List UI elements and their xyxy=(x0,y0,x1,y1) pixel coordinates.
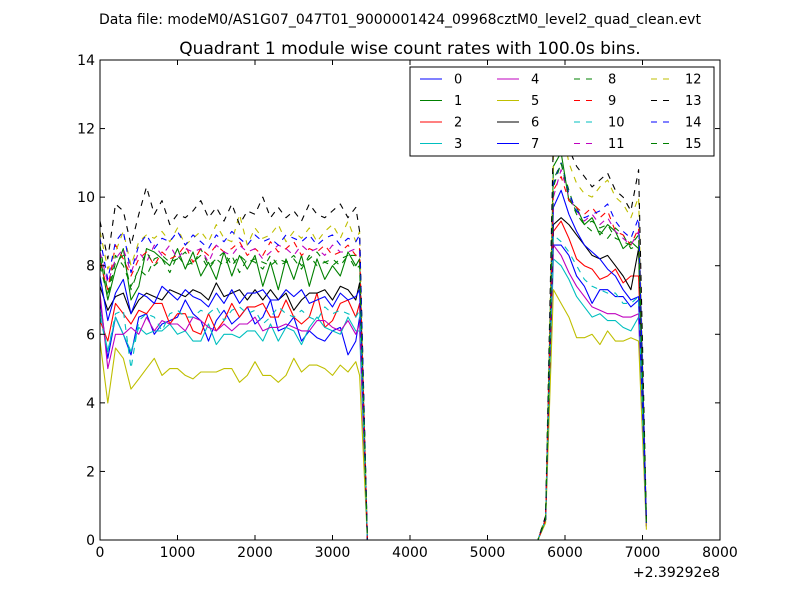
x-tick-label: 8000 xyxy=(702,545,738,561)
series-line-7 xyxy=(99,189,647,541)
x-offset-label: +2.39292e8 xyxy=(633,565,720,581)
legend-label-11: 11 xyxy=(608,137,625,152)
legend-label-8: 8 xyxy=(608,73,616,88)
y-tick-label: 14 xyxy=(77,53,95,69)
y-tick-label: 8 xyxy=(86,259,95,275)
legend-label-12: 12 xyxy=(685,73,702,88)
series-line-15 xyxy=(99,162,647,541)
x-tick-label: 7000 xyxy=(625,545,661,561)
legend-label-9: 9 xyxy=(608,94,616,109)
ticks-layer: 0 1000 2000 3000 4000 5000 6000 7000 80000246810… xyxy=(77,53,738,561)
series-line-14 xyxy=(99,162,647,541)
legend-label-2: 2 xyxy=(454,116,462,131)
legend-label-0: 0 xyxy=(454,73,462,88)
y-tick-label: 12 xyxy=(77,122,95,138)
x-tick-label: 3000 xyxy=(315,545,351,561)
series-line-2 xyxy=(99,220,647,541)
legend-label-7: 7 xyxy=(531,137,539,152)
legend-label-4: 4 xyxy=(531,73,539,88)
y-tick-label: 6 xyxy=(86,327,95,343)
series-line-3 xyxy=(99,258,647,541)
legend-label-15: 15 xyxy=(685,137,702,152)
series-line-10 xyxy=(99,234,647,541)
legend-label-13: 13 xyxy=(685,94,702,109)
series-line-1 xyxy=(99,152,647,541)
legend-label-3: 3 xyxy=(454,137,462,152)
series-line-6 xyxy=(99,217,647,541)
legend-label-14: 14 xyxy=(685,116,702,131)
y-tick-label: 10 xyxy=(77,190,95,206)
y-tick-label: 4 xyxy=(86,396,95,412)
x-tick-label: 1000 xyxy=(160,545,196,561)
x-tick-label: 5000 xyxy=(470,545,506,561)
legend-box xyxy=(409,66,715,157)
legend-label-10: 10 xyxy=(608,116,625,131)
y-tick-label: 2 xyxy=(86,464,95,480)
series-line-12 xyxy=(99,121,647,541)
legend-label-1: 1 xyxy=(454,94,462,109)
series-line-9 xyxy=(99,176,647,541)
chart-title: Quadrant 1 module wise count rates with … xyxy=(179,39,640,59)
series-layer xyxy=(99,110,647,541)
y-tick-label: 0 xyxy=(86,533,95,549)
x-tick-label: 2000 xyxy=(237,545,273,561)
x-tick-label: 6000 xyxy=(547,545,583,561)
series-line-8 xyxy=(99,162,647,541)
series-line-4 xyxy=(99,244,647,541)
legend-label-6: 6 xyxy=(531,116,539,131)
legend-label-5: 5 xyxy=(531,94,539,109)
series-line-0 xyxy=(99,244,647,541)
x-tick-label: 0 xyxy=(96,545,105,561)
x-tick-label: 4000 xyxy=(392,545,428,561)
series-line-11 xyxy=(99,169,647,541)
figure-suptitle: Data file: modeM0/AS1G07_047T01_90000014… xyxy=(99,12,701,28)
